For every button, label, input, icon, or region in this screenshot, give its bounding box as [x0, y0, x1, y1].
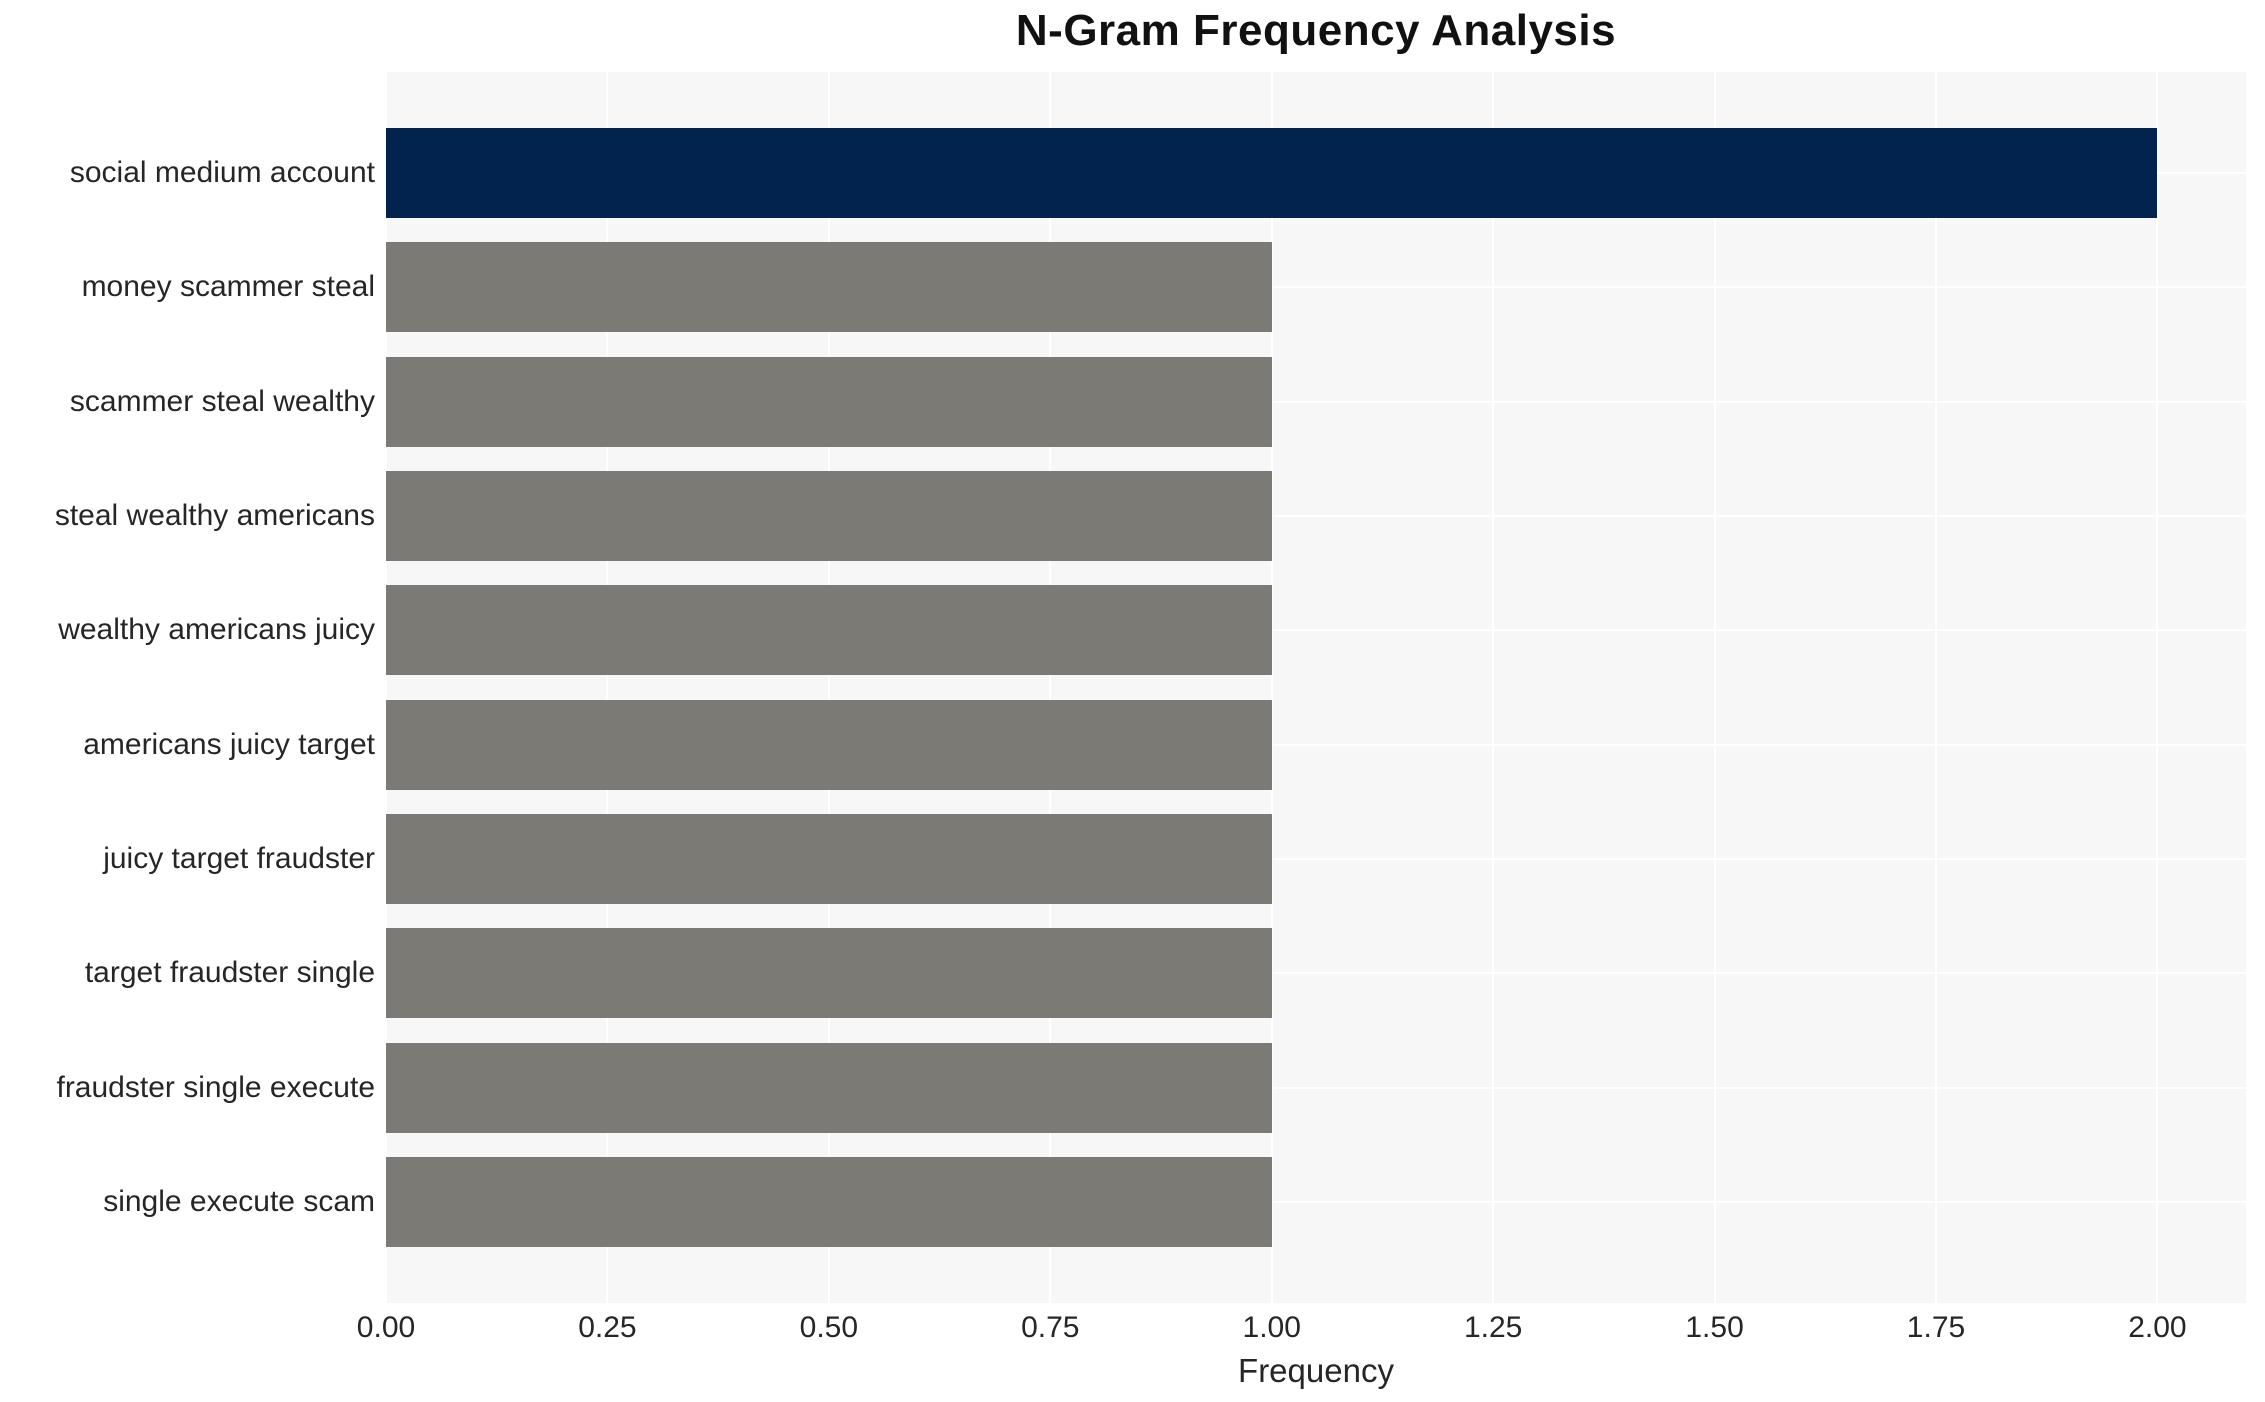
category-label: steal wealthy americans [54, 499, 375, 532]
category-label: money scammer steal [81, 270, 375, 304]
horizontal-gridline [386, 400, 2246, 403]
vertical-gridline [1049, 72, 1052, 1303]
horizontal-gridline [386, 1086, 2246, 1089]
bar-single-execute-scam [386, 1157, 1272, 1247]
horizontal-gridline [386, 629, 2246, 632]
vertical-gridline [2156, 72, 2159, 1303]
horizontal-gridline [386, 743, 2246, 746]
x-tick-label: 2.00 [2128, 1311, 2187, 1344]
vertical-gridline [1492, 72, 1495, 1303]
bar-target-fraudster-single [386, 928, 1272, 1019]
category-label: social medium account [69, 156, 375, 189]
horizontal-gridline [386, 1201, 2246, 1203]
vertical-gridline [1713, 72, 1716, 1303]
category-label: wealthy americans juicy [58, 613, 375, 647]
x-axis-label: Frequency [1238, 1352, 1394, 1389]
y-axis-category-labels: social medium account money scammer steal… [0, 72, 375, 1303]
chart-title: N-Gram Frequency Analysis [1015, 6, 1617, 55]
bar-steal-wealthy-americans [386, 471, 1272, 561]
vertical-gridline [827, 72, 830, 1303]
x-tick-label: 0.25 [578, 1311, 637, 1344]
plot-area [385, 72, 2246, 1303]
vertical-gridline [606, 72, 609, 1303]
horizontal-gridline [386, 286, 2246, 289]
category-label: scammer steal wealthy [69, 384, 375, 418]
x-tick-label: 0.00 [356, 1311, 416, 1344]
horizontal-gridline [386, 972, 2246, 975]
x-tick-label: 1.00 [1242, 1311, 1301, 1344]
bar-juicy-target-fraudster [386, 814, 1272, 904]
bar-americans-juicy-target [386, 699, 1272, 790]
x-tick-label: 0.50 [799, 1311, 859, 1344]
category-label: americans juicy target [83, 727, 375, 761]
vertical-gridline [1935, 72, 1937, 1303]
horizontal-gridline [386, 858, 2246, 860]
bar-scammer-steal-wealthy [386, 356, 1272, 447]
category-label: juicy target fraudster [103, 842, 375, 875]
vertical-gridline [385, 72, 387, 1303]
category-label: single execute scam [103, 1185, 375, 1218]
bar-fraudster-single-execute [386, 1042, 1272, 1133]
category-label: fraudster single execute [56, 1070, 375, 1104]
x-tick-label: 1.50 [1685, 1311, 1744, 1344]
x-tick-label: 1.75 [1906, 1311, 1966, 1344]
x-tick-label: 1.25 [1463, 1311, 1523, 1344]
bar-social-medium-account [386, 128, 2158, 218]
vertical-gridline [1270, 72, 1273, 1303]
x-axis-ticks: 0.00 0.25 0.50 0.75 1.00 1.25 1.50 1.75 2.00 [357, 1311, 2246, 1351]
horizontal-gridline [386, 515, 2246, 517]
category-label: target fraudster single [84, 956, 375, 990]
bar-wealthy-americans-juicy [386, 585, 1272, 676]
x-tick-label: 0.75 [1021, 1311, 1080, 1344]
bar-money-scammer-steal [386, 242, 1272, 333]
